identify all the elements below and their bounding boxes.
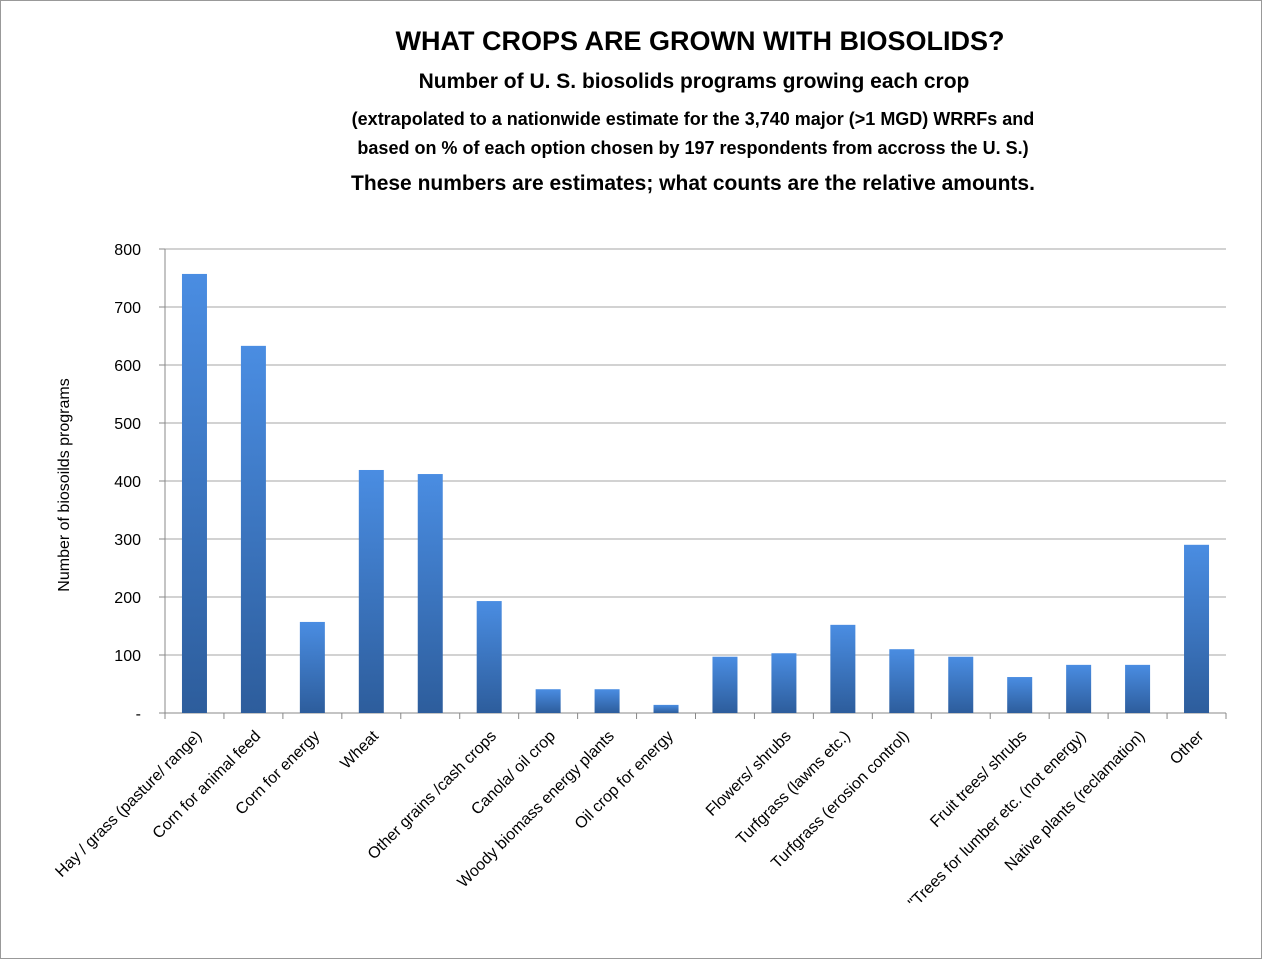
bar xyxy=(417,474,443,713)
bar xyxy=(771,653,797,713)
bar xyxy=(358,469,384,713)
chart-title: WHAT CROPS ARE GROWN WITH BIOSOLIDS? xyxy=(396,26,1005,56)
bar xyxy=(712,656,738,713)
y-tick-label: 100 xyxy=(114,648,141,665)
bar xyxy=(594,689,620,713)
y-tick-label: 300 xyxy=(114,532,141,549)
y-tick-label: 200 xyxy=(114,590,141,607)
annotation: These numbers are estimates; what counts… xyxy=(351,172,1035,195)
note: based on % of each option chosen by 197 … xyxy=(357,138,1028,158)
bar xyxy=(299,621,325,713)
bar xyxy=(181,273,207,713)
bar xyxy=(476,601,502,713)
y-tick-label: 800 xyxy=(114,242,141,259)
y-tick-label: 600 xyxy=(114,358,141,375)
y-tick-label: 400 xyxy=(114,474,141,491)
bar xyxy=(1007,677,1033,713)
bar xyxy=(830,624,856,713)
y-tick-label: - xyxy=(136,706,141,723)
bar xyxy=(889,649,915,713)
bar xyxy=(948,656,974,713)
y-axis-label: Number of biosoilds programs xyxy=(56,378,73,591)
bar xyxy=(535,689,561,713)
bar xyxy=(1066,664,1092,713)
bar xyxy=(653,704,679,713)
chart-subtitle: Number of U. S. biosolids programs growi… xyxy=(419,70,970,93)
y-tick-label: 500 xyxy=(114,416,141,433)
note: (extrapolated to a nationwide estimate f… xyxy=(352,109,1035,129)
bar xyxy=(240,345,266,713)
y-tick-label: 700 xyxy=(114,300,141,317)
bar xyxy=(1184,544,1210,713)
bar xyxy=(1125,664,1151,713)
